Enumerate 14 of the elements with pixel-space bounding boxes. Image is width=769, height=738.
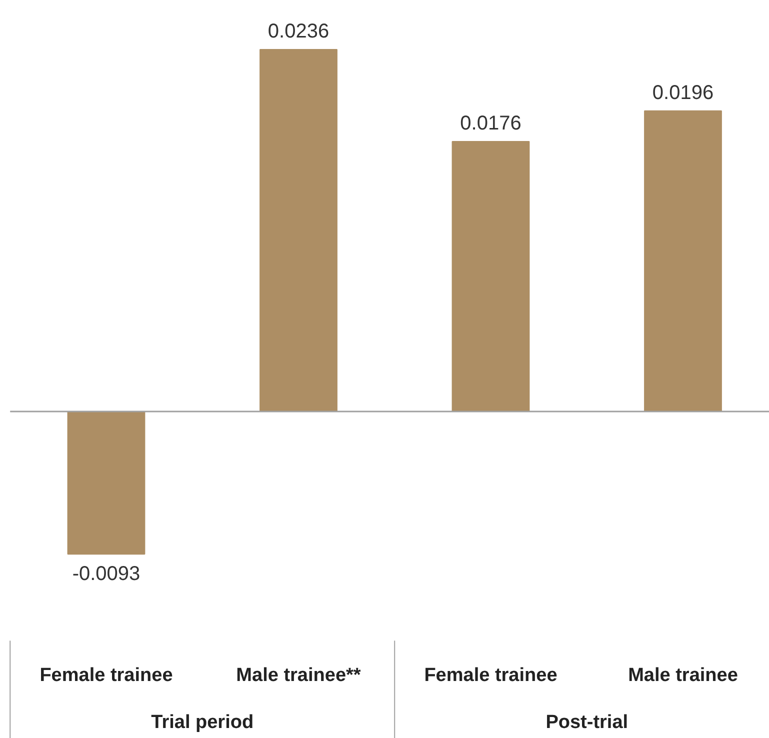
data-label: -0.0093 <box>72 563 140 586</box>
bar <box>644 110 722 412</box>
x-tick-label: Male trainee <box>628 664 738 686</box>
bar <box>452 141 530 412</box>
text: Post-trial <box>546 712 628 733</box>
x-tick-label: Female trainee <box>424 664 558 686</box>
bar <box>260 49 338 412</box>
data-label: 0.0236 <box>268 20 330 43</box>
bar <box>67 411 146 555</box>
x-tick-label: Female trainee <box>40 664 173 686</box>
x-tick-label: Male trainee** <box>236 664 362 686</box>
data-label: 0.0176 <box>460 112 522 135</box>
data-label: 0.0196 <box>652 82 714 104</box>
text: Trial period <box>151 712 254 733</box>
